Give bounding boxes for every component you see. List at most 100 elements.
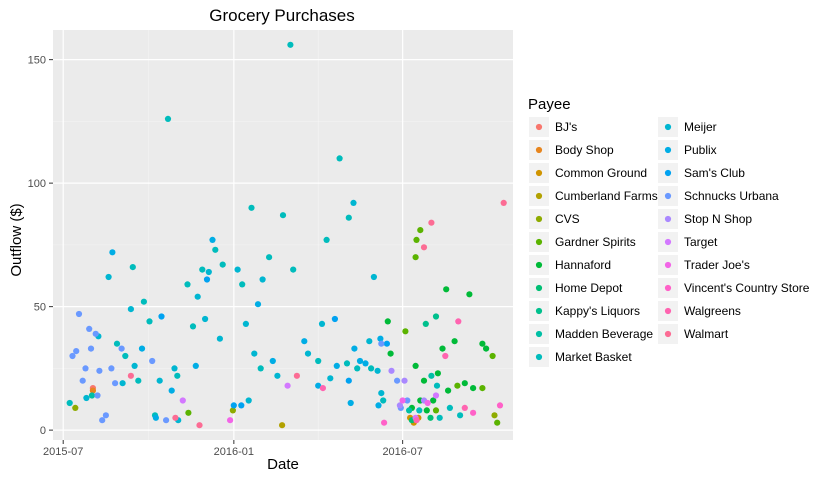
data-point — [331, 315, 338, 323]
legend-key-dot — [664, 307, 672, 315]
data-point — [466, 291, 473, 298]
legend-key-dot — [535, 123, 543, 131]
data-point — [279, 422, 286, 429]
legend-label: Common Ground — [555, 166, 647, 180]
data-point — [434, 370, 441, 377]
data-point — [301, 338, 308, 345]
legend-key-dot — [535, 169, 543, 177]
data-point — [461, 380, 468, 387]
data-point — [196, 422, 203, 429]
data-point — [230, 402, 237, 409]
data-point — [388, 367, 395, 374]
data-point — [251, 350, 258, 357]
data-point — [168, 387, 175, 394]
data-point — [163, 417, 170, 424]
data-point — [383, 340, 390, 347]
legend-title: Payee — [528, 96, 571, 113]
data-point — [413, 417, 420, 424]
data-point — [229, 407, 236, 414]
data-point — [203, 276, 211, 283]
data-point — [92, 330, 99, 337]
data-point — [354, 365, 361, 372]
data-point — [336, 155, 343, 162]
data-point — [491, 412, 498, 419]
data-point — [378, 390, 385, 397]
data-point — [184, 281, 191, 288]
data-point — [350, 199, 357, 206]
data-point — [432, 313, 440, 320]
data-point — [269, 357, 276, 365]
data-point — [158, 313, 165, 320]
data-point — [131, 362, 138, 369]
data-point — [242, 320, 249, 327]
data-point — [83, 394, 90, 402]
data-point — [420, 244, 428, 251]
data-point — [381, 419, 388, 426]
data-point — [88, 392, 96, 399]
data-point — [127, 372, 134, 379]
data-point — [451, 338, 458, 345]
legend-key-dot — [535, 284, 543, 292]
data-point — [194, 293, 201, 300]
legend: Payee BJ's Body Shop Common Ground Cumberla… — [528, 96, 810, 367]
data-point — [248, 204, 255, 211]
data-point — [378, 340, 385, 347]
data-point — [368, 365, 375, 372]
data-point — [375, 402, 382, 409]
legend-label: Madden Beverage — [555, 327, 653, 341]
y-axis-title: Outflow ($) — [8, 203, 25, 276]
data-point — [96, 367, 103, 374]
y-tick-label: 0 — [40, 425, 46, 437]
x-tick-label: 2015-07 — [43, 446, 83, 458]
legend-key-dot — [664, 261, 672, 269]
y-axis-ticks: 0 50 100 150 — [28, 55, 53, 437]
legend-key-dot — [664, 192, 672, 200]
data-point — [254, 301, 262, 308]
data-point — [79, 377, 86, 384]
data-point — [479, 385, 486, 392]
data-point — [345, 377, 352, 384]
data-point — [156, 377, 163, 384]
data-point — [164, 115, 172, 122]
data-point — [73, 348, 80, 355]
data-point — [113, 340, 121, 347]
data-point — [442, 352, 449, 360]
data-point — [470, 385, 477, 392]
data-point — [293, 372, 300, 379]
legend-key-dot — [664, 146, 672, 154]
data-point — [343, 360, 351, 367]
data-point — [192, 362, 199, 369]
legend-key-dot — [535, 192, 543, 200]
data-point — [345, 214, 352, 221]
legend-label: Meijer — [684, 120, 717, 134]
data-point — [112, 380, 119, 387]
data-point — [290, 266, 297, 273]
data-point — [202, 315, 209, 323]
data-point — [179, 397, 186, 404]
data-point — [108, 365, 115, 372]
data-point — [417, 227, 424, 234]
data-point — [406, 407, 413, 414]
data-point — [351, 345, 358, 352]
data-point — [470, 409, 477, 416]
legend-key-dot — [664, 238, 672, 246]
data-point — [319, 385, 326, 392]
legend-label: Walgreens — [684, 304, 741, 318]
legend-key-dot — [535, 353, 543, 361]
x-tick-label: 2016-07 — [382, 446, 422, 458]
data-point — [430, 397, 437, 404]
legend-label: Body Shop — [555, 143, 614, 157]
data-point — [205, 268, 212, 276]
legend-items: BJ's Body Shop Common Ground Cumberland Far… — [529, 117, 810, 367]
data-point — [94, 392, 101, 399]
data-point — [245, 397, 252, 404]
data-point — [396, 402, 403, 409]
y-tick-label: 50 — [34, 302, 46, 314]
data-point — [287, 41, 294, 48]
data-point — [234, 266, 241, 273]
data-point — [399, 397, 406, 404]
legend-label: Hannaford — [555, 258, 611, 272]
data-point — [199, 266, 206, 273]
data-point — [445, 387, 452, 394]
legend-label: Cumberland Farms — [555, 189, 658, 203]
